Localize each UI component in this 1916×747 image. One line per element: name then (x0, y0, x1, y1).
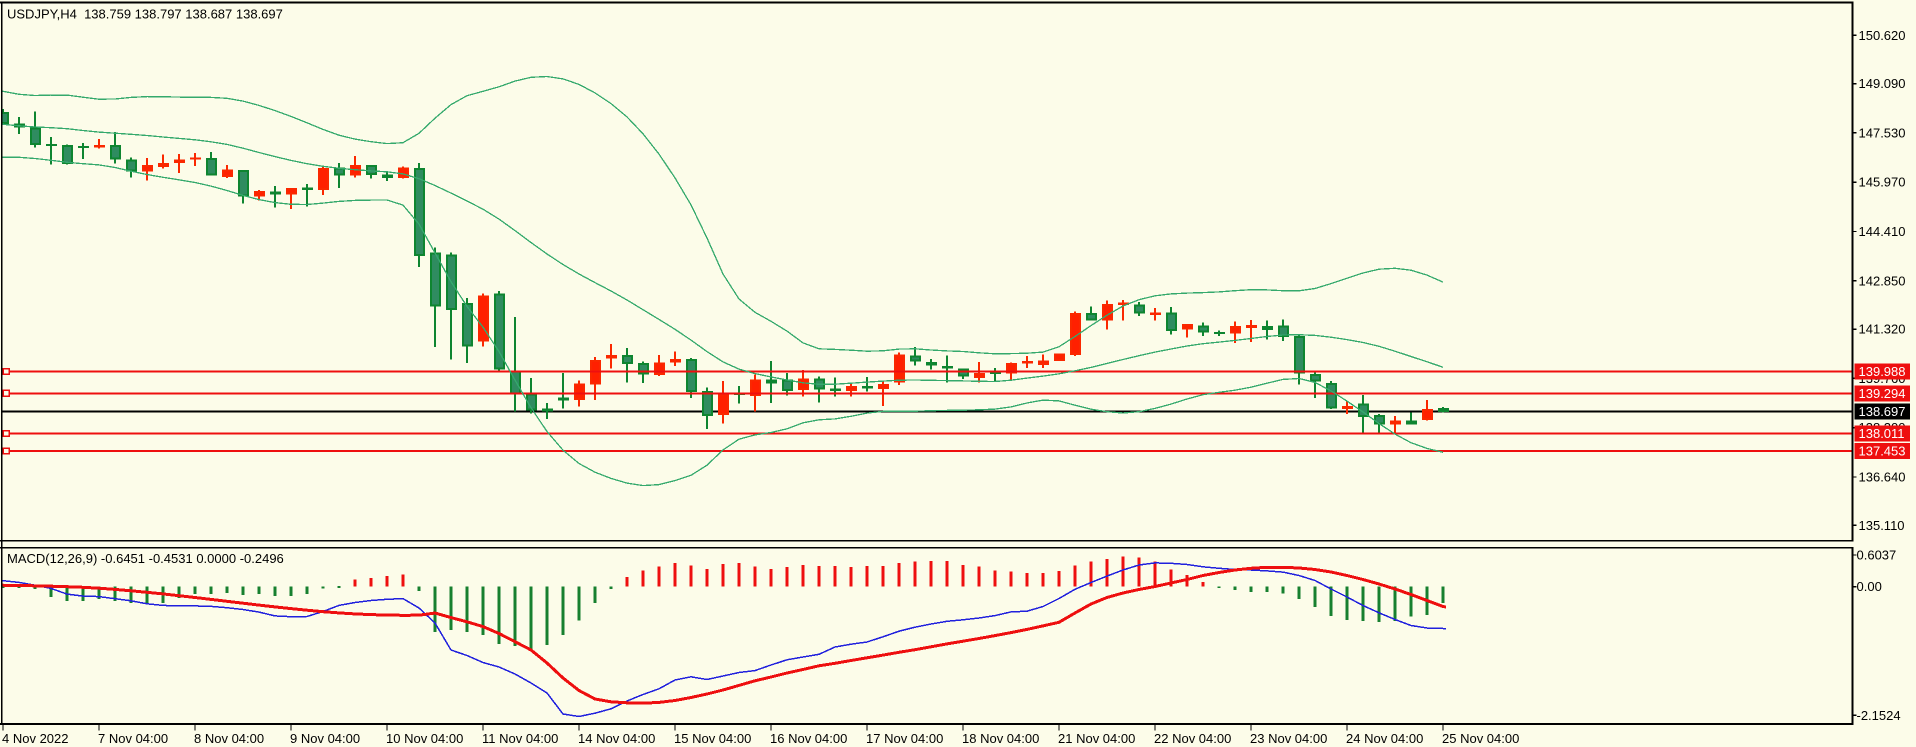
svg-text:8 Nov 04:00: 8 Nov 04:00 (194, 731, 264, 746)
svg-text:149.090: 149.090 (1859, 76, 1906, 91)
svg-text:144.410: 144.410 (1859, 224, 1906, 239)
svg-text:0.00: 0.00 (1857, 579, 1882, 594)
svg-text:21 Nov 04:00: 21 Nov 04:00 (1058, 731, 1135, 746)
svg-text:24 Nov 04:00: 24 Nov 04:00 (1346, 731, 1423, 746)
svg-text:136.640: 136.640 (1859, 470, 1906, 485)
svg-text:138.011: 138.011 (1859, 426, 1905, 441)
svg-text:0.6037: 0.6037 (1857, 548, 1897, 563)
svg-text:25 Nov 04:00: 25 Nov 04:00 (1442, 731, 1519, 746)
svg-text:150.620: 150.620 (1859, 28, 1906, 43)
svg-text:9 Nov 04:00: 9 Nov 04:00 (290, 731, 360, 746)
svg-text:17 Nov 04:00: 17 Nov 04:00 (866, 731, 943, 746)
svg-text:-2.1524: -2.1524 (1857, 708, 1901, 723)
svg-text:145.970: 145.970 (1859, 175, 1906, 190)
svg-text:16 Nov 04:00: 16 Nov 04:00 (770, 731, 847, 746)
svg-text:10 Nov 04:00: 10 Nov 04:00 (386, 731, 463, 746)
svg-text:135.110: 135.110 (1859, 518, 1905, 533)
svg-text:141.320: 141.320 (1859, 322, 1906, 337)
svg-text:138.697: 138.697 (1859, 404, 1906, 419)
svg-text:14 Nov 04:00: 14 Nov 04:00 (578, 731, 655, 746)
svg-text:11 Nov 04:00: 11 Nov 04:00 (482, 731, 558, 746)
svg-text:137.453: 137.453 (1859, 444, 1906, 459)
svg-text:142.850: 142.850 (1859, 273, 1906, 288)
svg-text:139.294: 139.294 (1859, 386, 1906, 401)
svg-text:4 Nov 2022: 4 Nov 2022 (2, 731, 69, 746)
svg-text:23 Nov 04:00: 23 Nov 04:00 (1250, 731, 1327, 746)
svg-text:139.988: 139.988 (1859, 364, 1906, 379)
svg-text:147.530: 147.530 (1859, 125, 1906, 140)
svg-text:MACD(12,26,9) -0.6451 -0.4531: MACD(12,26,9) -0.6451 -0.4531 0.0000 -0.… (7, 551, 284, 566)
svg-text:USDJPY,H4 138.759 138.797 138: USDJPY,H4 138.759 138.797 138.687 138.69… (7, 6, 283, 21)
svg-text:22 Nov 04:00: 22 Nov 04:00 (1154, 731, 1231, 746)
svg-text:18 Nov 04:00: 18 Nov 04:00 (962, 731, 1039, 746)
svg-text:7 Nov 04:00: 7 Nov 04:00 (98, 731, 168, 746)
svg-text:15 Nov 04:00: 15 Nov 04:00 (674, 731, 751, 746)
